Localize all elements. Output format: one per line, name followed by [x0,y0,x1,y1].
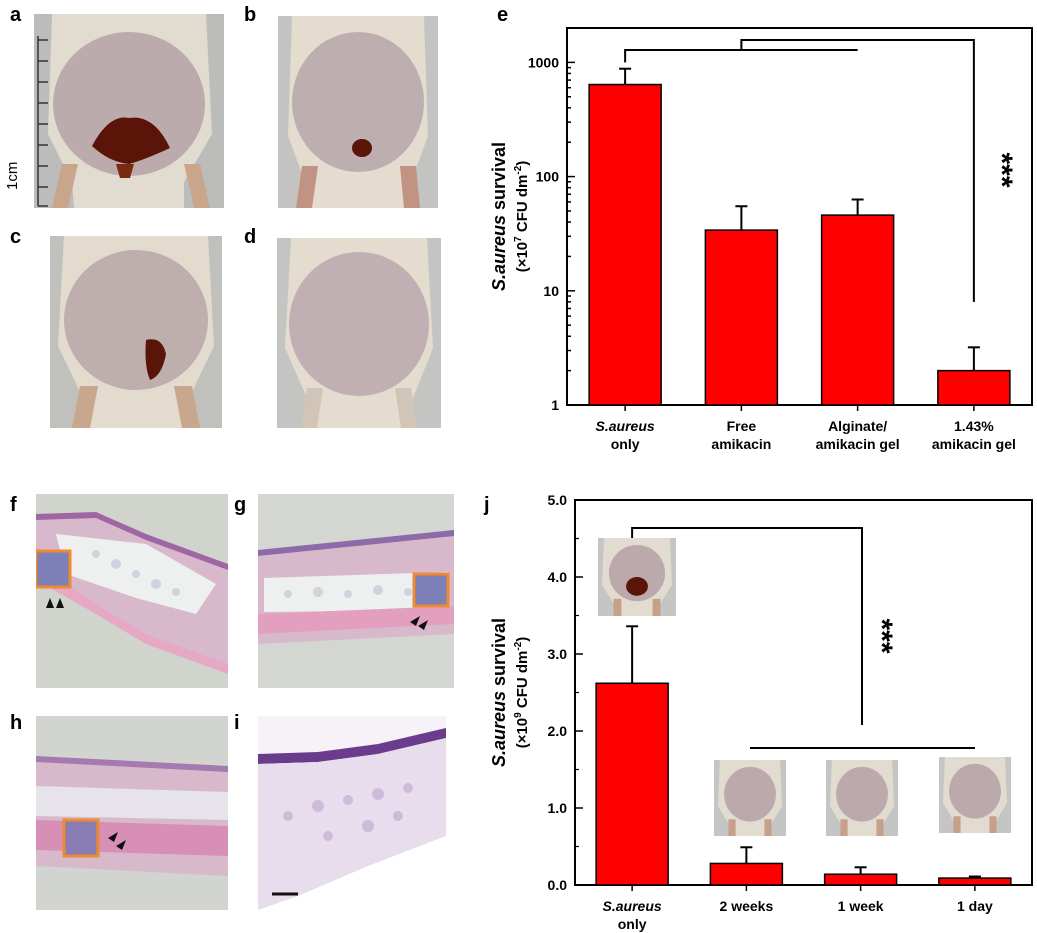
thumb-leg [876,819,884,836]
significance-bracket [624,49,858,63]
x-tick-label: S.aureus [603,898,662,914]
thumb-wound [626,577,648,596]
panel-label-h: h [10,712,23,734]
inset-photo-1-week [826,760,898,836]
significance-stars: *** [865,618,898,653]
bar [588,83,662,406]
x-tick-label: S.aureus [596,418,655,434]
histology-h [36,716,228,910]
thumb-skin [836,766,888,822]
thumb-leg [613,598,622,616]
plot-frame [566,27,1033,406]
bar [823,873,898,886]
y-tick-label: 100 [536,169,560,185]
bar [820,214,895,406]
inset-photo-1-day [939,757,1011,833]
y-axis-label-line1: S.aureus survival [489,142,509,291]
y-tick-label: 1 [551,397,559,413]
significance-stars-text: *** [865,618,898,653]
significance-stars-text: *** [985,152,1018,187]
y-axis-label-line1: S.aureus survival [489,618,509,767]
thumb-skin [949,763,1001,819]
photo-d [277,238,441,428]
y-tick-label: 3.0 [548,646,568,662]
panel-label-d: d [244,226,257,248]
significance-bracket [740,39,975,302]
bar [595,682,669,886]
photo-b [278,16,438,208]
panel-label-j: j [484,494,490,516]
thumb-skin [724,766,776,822]
histology-i [258,716,446,910]
y-tick-label: 1.0 [548,800,568,816]
thumb-leg [953,816,961,833]
thumb-leg [840,819,848,836]
x-tick-label: 1 day [957,898,993,914]
y-tick-label: 5.0 [548,492,568,508]
histology-g [258,494,454,688]
thumb-leg [764,819,772,836]
thumb-leg [989,816,997,833]
x-tick-label: 1 week [838,898,884,914]
thumb-skin [608,545,666,602]
photo-a-wound-day0 [34,14,224,208]
x-tick-label: amikacin gel [816,436,900,452]
panel-label-e: e [497,4,509,26]
thumb-leg [652,598,661,616]
y-tick-label: 4.0 [548,569,568,585]
panel-label-a: a [10,4,22,26]
chart-e: 1 10 100 1000 S.aureus only Free amikacin Algina… [489,27,1033,452]
x-tick-label: 1.43% [954,418,994,434]
y-tick-label: 10 [543,283,559,299]
y-tick-label: 0.0 [548,877,568,893]
x-tick-label: only [618,916,647,932]
inset-photo-s-aureus [598,538,676,616]
thumb-leg [728,819,736,836]
panel-label-f: f [10,494,17,516]
bar [709,862,784,886]
y-axis-label-line2: (×107 CFU dm-2) [513,161,531,273]
panel-label-i: i [234,712,240,734]
x-tick-label: 2 weeks [720,898,774,914]
x-tick-label: amikacin gel [932,436,1016,452]
scale-ruler [37,36,48,207]
y-tick-label: 2.0 [548,723,568,739]
y-axis-label: S.aureus survival(×107 CFU dm-2) [489,142,531,291]
x-tick-label: amikacin [711,436,771,452]
significance-stars: *** [985,152,1018,187]
panel-label-g: g [234,494,247,516]
y-tick-label: 1000 [528,54,559,70]
y-axis-label: S.aureus survival(×109 CFU dm-2) [489,618,531,767]
bar [938,877,1012,886]
y-axis-label-line2: (×109 CFU dm-2) [513,637,531,749]
x-tick-label: only [611,436,640,452]
panel-label-c: c [10,226,22,248]
photo-c [50,236,222,428]
x-tick-label: Free [727,418,757,434]
inset-photo-2-weeks [714,760,786,836]
histology-f [36,494,228,688]
x-tick-label: Alginate/ [828,418,887,434]
panel-label-b: b [244,4,257,26]
